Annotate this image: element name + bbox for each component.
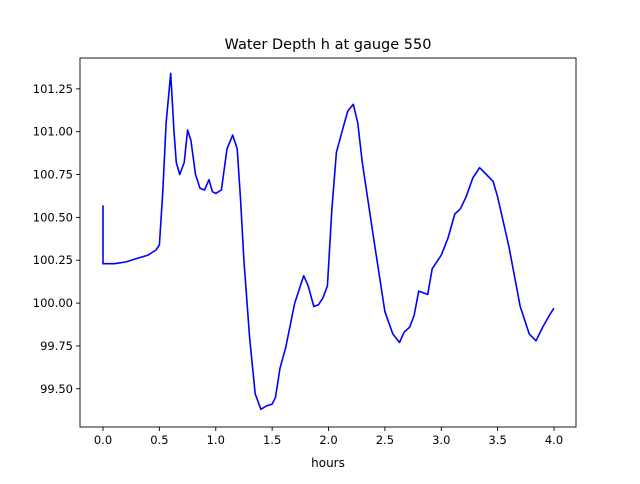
chart-title: Water Depth h at gauge 550	[225, 37, 432, 53]
x-tick-label: 2.0	[319, 433, 337, 447]
y-tick-label: 101.00	[33, 125, 73, 139]
y-tick-label: 100.50	[33, 210, 73, 224]
y-tick-label: 100.75	[33, 168, 73, 182]
x-tick-label: 2.5	[376, 433, 394, 447]
y-tick-label: 99.50	[40, 382, 73, 396]
x-tick-label: 3.5	[488, 433, 506, 447]
y-tick-label: 100.00	[33, 296, 73, 310]
series-line-h	[102, 72, 555, 411]
x-tick-label: 1.5	[263, 433, 281, 447]
x-tick-label: 3.0	[432, 433, 450, 447]
x-tick-label: 0.0	[94, 433, 112, 447]
plot-area: 0.0 0.5 1.0 1.5 2.0 2.5 3.0 3.5 4.0 99.50 99.75 100…	[33, 57, 577, 447]
x-tick-label: 0.5	[150, 433, 168, 447]
x-tick-label: 4.0	[545, 433, 563, 447]
y-tick-label: 100.25	[33, 253, 73, 267]
x-axis-label: hours	[311, 456, 345, 470]
x-tick-label: 1.0	[207, 433, 225, 447]
axes-frame	[79, 57, 577, 428]
y-tick-label: 99.75	[40, 339, 73, 353]
y-tick-label: 101.25	[33, 82, 73, 96]
